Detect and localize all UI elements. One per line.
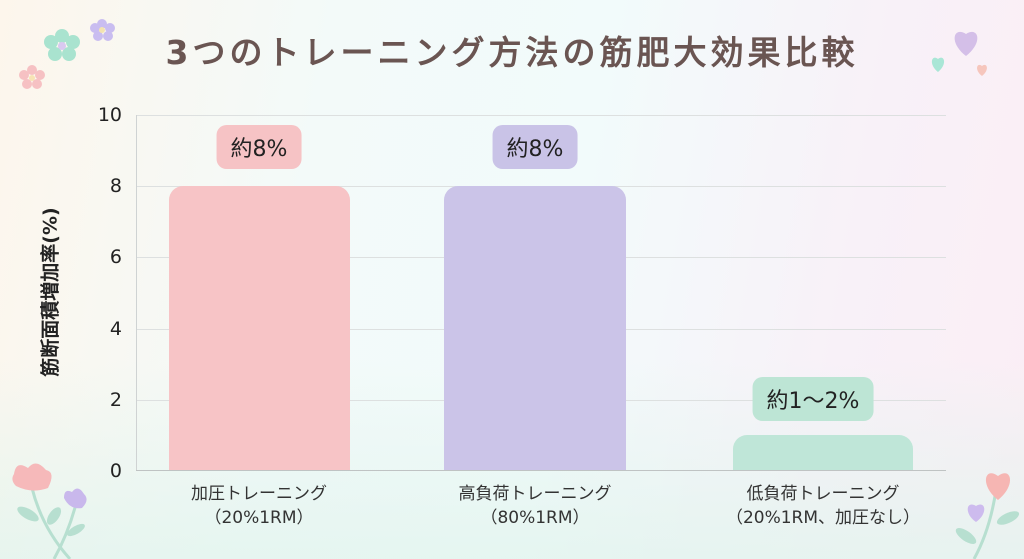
value-badge-low-load: 約1～2% — [752, 377, 874, 421]
y-tick-0: 0 — [109, 460, 122, 482]
y-tick-8: 8 — [109, 175, 122, 197]
x-label-low-load-line1: 低負荷トレーニング — [746, 484, 900, 504]
x-axis-line — [136, 470, 946, 471]
gridline-10 — [136, 115, 946, 116]
value-badge-high-load: 約8% — [492, 125, 578, 169]
chart-title: 3つのトレーニング方法の筋肥大効果比較 — [165, 33, 859, 72]
x-label-kaatsu-line1: 加圧トレーニング — [191, 484, 327, 504]
hearts-decoration-icon — [931, 31, 987, 76]
bar-kaatsu — [169, 186, 350, 471]
y-axis-line — [136, 115, 137, 471]
y-tick-6: 6 — [109, 246, 122, 268]
flowers-bottom-right-icon — [955, 473, 1020, 559]
y-tick-10: 10 — [97, 104, 122, 126]
flower-decoration-icon — [19, 19, 115, 89]
x-label-low-load: 低負荷トレーニング （20%1RM、加圧なし） — [726, 482, 920, 530]
value-badge-kaatsu: 約8% — [216, 125, 302, 169]
plot-area: 0 2 4 6 8 10 約8% 約8% 約1～2% — [98, 104, 946, 482]
x-label-kaatsu: 加圧トレーニング （20%1RM） — [191, 482, 327, 530]
flowers-bottom-left-icon — [12, 463, 87, 559]
x-label-high-load: 高負荷トレーニング （80%1RM） — [459, 482, 612, 530]
x-label-low-load-line2: （20%1RM、加圧なし） — [725, 508, 921, 528]
x-label-high-load-line2: （80%1RM） — [480, 508, 590, 528]
x-label-high-load-line1: 高負荷トレーニング — [458, 484, 612, 504]
y-tick-2: 2 — [109, 389, 122, 411]
x-label-kaatsu-line2: （20%1RM） — [204, 508, 314, 528]
bar-high-load — [444, 186, 626, 471]
bar-low-load — [733, 435, 913, 471]
y-axis-label: 筋断面積増加率(%) — [39, 207, 62, 377]
y-tick-4: 4 — [109, 318, 122, 340]
